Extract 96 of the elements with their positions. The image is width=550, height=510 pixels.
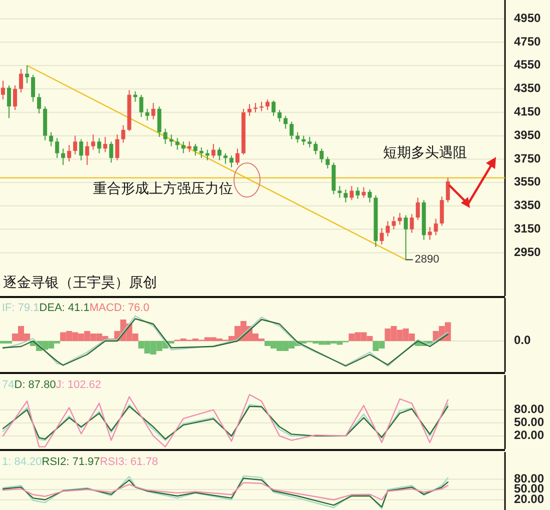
candlestick bbox=[296, 132, 300, 144]
y-tick-label: 3950 bbox=[514, 128, 542, 142]
candlestick bbox=[37, 93, 42, 114]
candlestick bbox=[97, 138, 102, 154]
candlestick bbox=[169, 134, 174, 147]
candlestick bbox=[223, 152, 228, 164]
y-tick-label: 4350 bbox=[514, 81, 542, 96]
candlestick bbox=[199, 146, 204, 158]
candlestick bbox=[314, 141, 318, 155]
candlestick bbox=[302, 135, 306, 146]
candlestick bbox=[410, 214, 414, 234]
annotation: 短期多头遇阻 bbox=[383, 144, 467, 160]
candlestick bbox=[290, 121, 294, 140]
candlestick bbox=[247, 104, 252, 116]
y-tick-label: 4150 bbox=[514, 104, 542, 118]
candlestick bbox=[67, 144, 72, 162]
y-tick-label: 4550 bbox=[514, 58, 542, 72]
y-tick-label: 3350 bbox=[514, 198, 542, 212]
candlestick bbox=[85, 141, 90, 166]
candlestick bbox=[320, 148, 324, 164]
candlestick bbox=[266, 98, 270, 110]
candlestick bbox=[181, 141, 186, 154]
candlestick bbox=[151, 102, 156, 120]
candlestick bbox=[350, 186, 354, 201]
text: D: 87.80 bbox=[14, 379, 56, 391]
candlestick bbox=[145, 108, 150, 122]
series-label: MACD: 76.0 bbox=[89, 302, 150, 314]
candlestick bbox=[344, 189, 348, 203]
candlestick bbox=[193, 143, 198, 156]
candlestick bbox=[25, 65, 30, 84]
y-tick-label: 3550 bbox=[514, 174, 542, 189]
series-label: J: 102.62 bbox=[56, 379, 102, 391]
candlestick bbox=[254, 102, 258, 113]
candlestick bbox=[338, 186, 342, 198]
y-tick-label: 20.00 bbox=[514, 428, 544, 442]
candlestick bbox=[217, 146, 222, 161]
candlestick bbox=[31, 74, 36, 102]
candlestick bbox=[115, 134, 120, 161]
line-series bbox=[2, 394, 448, 448]
candlestick bbox=[434, 218, 438, 236]
candlestick bbox=[7, 84, 12, 119]
candlestick bbox=[278, 109, 282, 122]
candlestick bbox=[272, 100, 276, 116]
y-tick-label: 4950 bbox=[514, 10, 542, 25]
candlestick bbox=[229, 155, 234, 168]
candlestick bbox=[235, 148, 240, 166]
candlestick bbox=[428, 226, 432, 240]
y-tick-label: 80.00 bbox=[514, 402, 544, 416]
annotation: 逐金寻银（王宇昊）原创 bbox=[3, 274, 157, 290]
series-label: 74 bbox=[2, 379, 14, 391]
candlestick bbox=[362, 186, 366, 198]
y-tick-label: 50.00 bbox=[514, 415, 544, 430]
candlestick bbox=[284, 115, 288, 130]
candlestick bbox=[386, 220, 390, 237]
candlestick bbox=[55, 138, 60, 158]
y-tick-label: 4750 bbox=[514, 34, 542, 48]
candlestick bbox=[211, 143, 216, 158]
annotation: 重合形成上方强压力位 bbox=[93, 180, 233, 196]
text: RSI3: 61.78 bbox=[100, 456, 158, 468]
candlestick bbox=[157, 106, 162, 138]
candlestick bbox=[187, 141, 192, 153]
candlestick bbox=[380, 228, 384, 246]
text: RSI2: 71.97 bbox=[42, 456, 100, 468]
y-tick-label: 2950 bbox=[514, 244, 542, 259]
candlestick bbox=[398, 212, 402, 226]
candlestick bbox=[1, 80, 6, 100]
candlestick bbox=[326, 156, 330, 169]
candlestick bbox=[440, 196, 444, 226]
candlestick bbox=[308, 136, 312, 148]
candlestick bbox=[139, 94, 144, 118]
candlestick bbox=[109, 141, 114, 164]
candlestick bbox=[19, 68, 24, 93]
candlestick bbox=[163, 128, 168, 144]
candlestick bbox=[61, 148, 66, 166]
y-tick-label: 3150 bbox=[514, 221, 542, 236]
candlestick bbox=[103, 136, 108, 153]
candlestick bbox=[356, 186, 360, 200]
candlestick bbox=[175, 138, 180, 150]
y-tick-label: 3750 bbox=[514, 151, 542, 166]
series-label: 1: 84.20 bbox=[2, 456, 42, 468]
candlestick bbox=[121, 124, 126, 144]
candlestick bbox=[416, 197, 420, 220]
candlestick bbox=[73, 135, 78, 155]
candlestick bbox=[404, 214, 408, 260]
line-series bbox=[2, 482, 448, 500]
text: DEA: 41.1 bbox=[39, 302, 90, 314]
candlestick bbox=[368, 189, 372, 203]
text: IF: 79.1 bbox=[2, 302, 40, 314]
candlestick bbox=[446, 177, 450, 203]
candlestick bbox=[392, 216, 396, 230]
candlestick bbox=[49, 132, 54, 147]
annotation: 2890 bbox=[414, 254, 440, 266]
candlestick bbox=[13, 84, 18, 110]
candlestick bbox=[79, 138, 84, 161]
text: 0.0 bbox=[514, 333, 532, 348]
candlestick bbox=[91, 134, 96, 150]
